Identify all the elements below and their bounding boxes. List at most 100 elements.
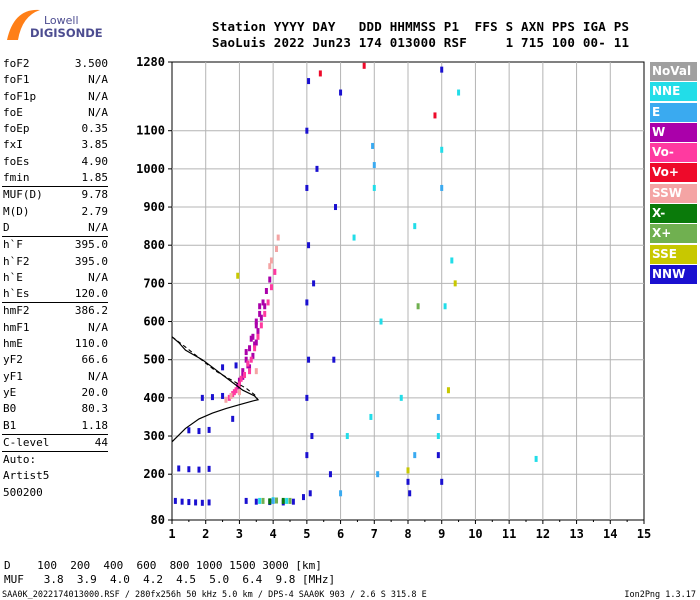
- param-value: 0.35: [81, 122, 109, 136]
- header-line-1: Station YYYY DAY DDD HHMMSS P1 FFS S AXN…: [212, 19, 630, 34]
- param-name: MUF(D): [3, 188, 43, 202]
- echo-point: [305, 184, 309, 191]
- echo-point: [261, 497, 265, 504]
- echo-point: [259, 314, 263, 321]
- echo-point: [244, 356, 248, 363]
- footer-file-info: SAA0K_2022174013000.RSF / 280fx256h 50 k…: [2, 590, 427, 600]
- echo-point: [269, 257, 273, 264]
- param-row: B1 1.18: [2, 418, 108, 434]
- echo-point: [332, 356, 336, 363]
- y-tick-label: 700: [143, 276, 165, 290]
- echo-point: [231, 415, 235, 422]
- param-value: 395.0: [74, 254, 108, 268]
- param-value: 4.90: [81, 154, 109, 168]
- param-name: h`E: [3, 270, 23, 284]
- echo-point: [362, 62, 366, 69]
- echo-point: [334, 204, 338, 211]
- x-tick-label: 14: [603, 527, 617, 541]
- echo-point: [254, 318, 258, 325]
- param-value: 3.500: [74, 57, 108, 70]
- echo-point: [229, 392, 233, 399]
- echo-point: [315, 165, 319, 172]
- param-row: fxI 3.85: [2, 137, 108, 153]
- echo-point: [194, 499, 198, 506]
- y-tick-label: 600: [143, 315, 165, 329]
- param-name: foEp: [3, 122, 30, 136]
- echo-point: [440, 184, 444, 191]
- x-tick-label: 3: [236, 527, 243, 541]
- x-tick-label: 4: [270, 527, 277, 541]
- y-tick-label: 500: [143, 353, 165, 367]
- echo-point: [534, 455, 538, 462]
- echo-point: [271, 497, 275, 504]
- param-row: hmF2 386.2: [2, 303, 108, 319]
- param-value: 44: [94, 435, 108, 449]
- density-profile-dashed-line: [171, 336, 259, 401]
- echo-point: [305, 299, 309, 306]
- echo-point: [249, 335, 253, 342]
- y-tick-label: 1280: [136, 55, 165, 69]
- echo-point: [440, 146, 444, 153]
- param-value: N/A: [88, 369, 108, 383]
- x-tick-label: 1: [168, 527, 175, 541]
- echo-point: [275, 246, 279, 253]
- echo-point: [345, 433, 349, 440]
- logo-text-lowell: Lowell: [44, 14, 79, 27]
- x-tick-label: 11: [502, 527, 516, 541]
- echo-point: [258, 303, 262, 310]
- param-value: 395.0: [74, 238, 108, 252]
- echo-point: [207, 499, 211, 506]
- echo-point: [457, 89, 461, 96]
- echo-point: [237, 389, 241, 396]
- echo-point: [371, 142, 375, 149]
- echo-point: [406, 467, 410, 474]
- echo-point: [248, 364, 252, 371]
- param-name: yE: [3, 385, 17, 399]
- param-row: B0 80.3: [2, 401, 108, 417]
- param-name: B0: [3, 402, 17, 416]
- param-row: h`E N/A: [2, 270, 108, 286]
- echo-point: [450, 257, 454, 264]
- echo-point: [253, 345, 257, 352]
- legend-item: NNE: [650, 82, 697, 102]
- echo-point: [248, 345, 252, 352]
- x-tick-label: 10: [468, 527, 482, 541]
- echo-point: [328, 471, 332, 478]
- echo-point: [318, 70, 322, 77]
- logo-swoosh: [7, 9, 40, 40]
- param-value: N/A: [88, 105, 108, 119]
- echo-point: [264, 288, 268, 294]
- param-row: h`Es 120.0: [2, 286, 108, 302]
- echo-point: [436, 433, 440, 440]
- param-row: foF2 3.500: [2, 56, 108, 72]
- echo-point: [263, 310, 267, 317]
- echo-point: [246, 360, 250, 367]
- param-value: 66.6: [81, 353, 109, 367]
- echo-point: [406, 478, 410, 485]
- param-name: foEs: [3, 154, 30, 168]
- echo-point: [307, 78, 311, 85]
- echo-point: [258, 497, 262, 504]
- echo-point: [256, 328, 260, 335]
- echo-point: [232, 389, 236, 396]
- y-tick-label: 900: [143, 200, 165, 214]
- echo-point: [307, 356, 311, 363]
- echo-point: [254, 368, 258, 375]
- echo-point: [376, 471, 380, 478]
- y-tick-label: 300: [143, 429, 165, 443]
- legend-item: NNW: [650, 264, 697, 284]
- echo-point: [305, 127, 309, 134]
- echo-point: [312, 280, 316, 287]
- echo-point: [433, 112, 437, 119]
- param-value: 1.85: [81, 171, 109, 185]
- param-name: B1: [3, 418, 17, 432]
- header-line-2: SaoLuis 2022 Jun23 174 013000 RSF 1 715 …: [212, 35, 630, 50]
- param-name: foF1: [3, 73, 30, 87]
- echo-point: [408, 490, 412, 497]
- parameter-panel: foF2 3.500 foF1 N/A foF1p N/A foE N/A foEp 0.35 fx…: [2, 56, 108, 501]
- x-tick-label: 12: [536, 527, 550, 541]
- echo-point: [372, 184, 376, 191]
- panel-separator: [2, 236, 108, 238]
- echo-point: [242, 371, 246, 378]
